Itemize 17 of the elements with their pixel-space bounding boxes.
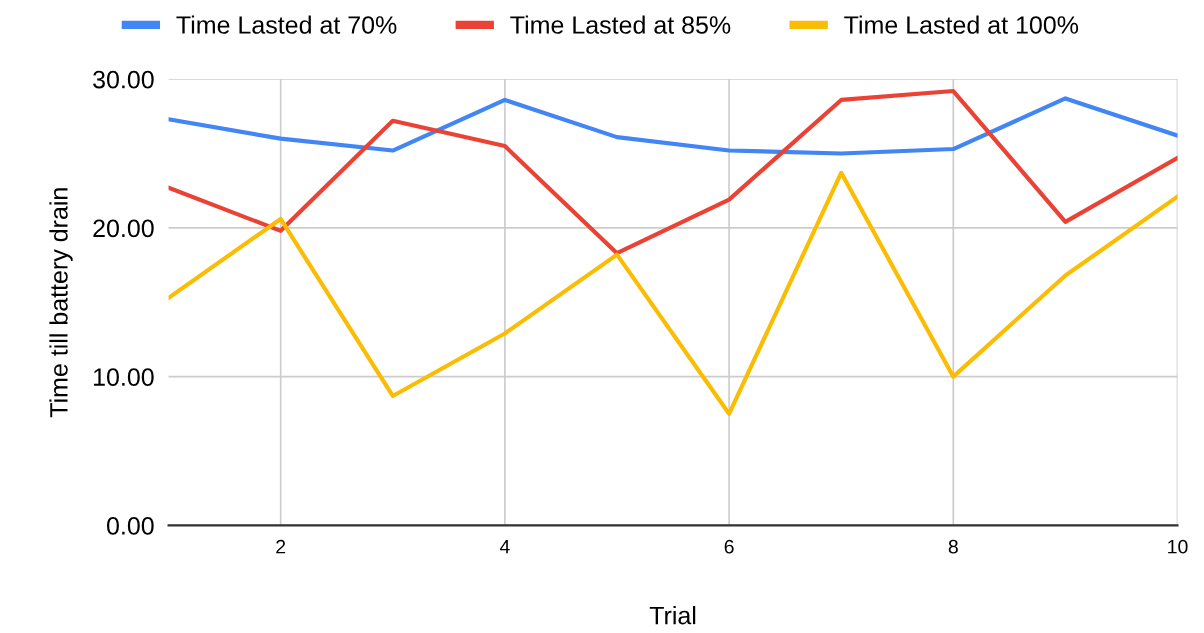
y-tick-label: 0.00 xyxy=(107,516,154,535)
x-tick-label: 10 xyxy=(1168,539,1188,554)
y-tick-label: 30.00 xyxy=(93,70,154,89)
x-axis-title: Trial xyxy=(649,606,696,625)
x-tick-label: 8 xyxy=(948,539,958,554)
legend-label: Time Lasted at 85% xyxy=(510,15,731,34)
y-axis-title: Time till battery drain xyxy=(49,188,73,418)
line-series xyxy=(168,88,1178,256)
line-series xyxy=(168,170,1178,416)
y-tick-label: 20.00 xyxy=(93,219,154,238)
legend-label: Time Lasted at 70% xyxy=(176,15,397,34)
x-tick-label: 2 xyxy=(276,539,286,554)
x-tick-label: 4 xyxy=(499,539,510,554)
line-series xyxy=(168,96,1178,156)
y-tick-label: 10.00 xyxy=(94,368,154,386)
x-tick-label: 6 xyxy=(724,539,734,554)
legend-label: Time Lasted at 100% xyxy=(844,15,1079,34)
